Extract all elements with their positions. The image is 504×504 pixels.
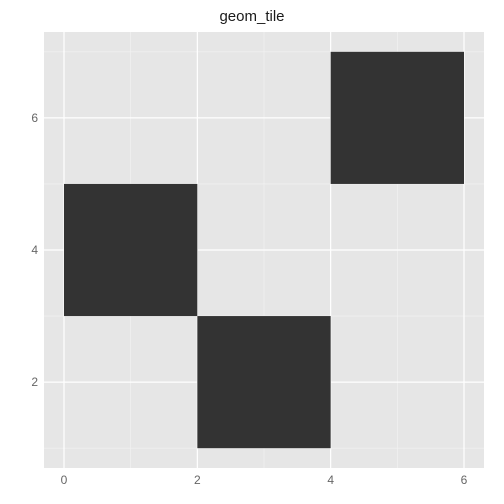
x-tick-label: 6 — [461, 474, 468, 486]
tile — [64, 184, 197, 316]
y-tick-label: 2 — [8, 376, 38, 388]
tile — [197, 316, 330, 448]
chart-title: geom_tile — [0, 8, 504, 25]
plot-panel — [44, 32, 484, 468]
x-tick-label: 4 — [327, 474, 334, 486]
tile — [331, 52, 464, 184]
y-tick-label: 4 — [8, 244, 38, 256]
plot-svg — [44, 32, 484, 468]
figure: geom_tile 0 2 4 6 2 4 6 — [0, 0, 504, 504]
x-tick-label: 0 — [61, 474, 68, 486]
y-tick-label: 6 — [8, 112, 38, 124]
x-tick-label: 2 — [194, 474, 201, 486]
